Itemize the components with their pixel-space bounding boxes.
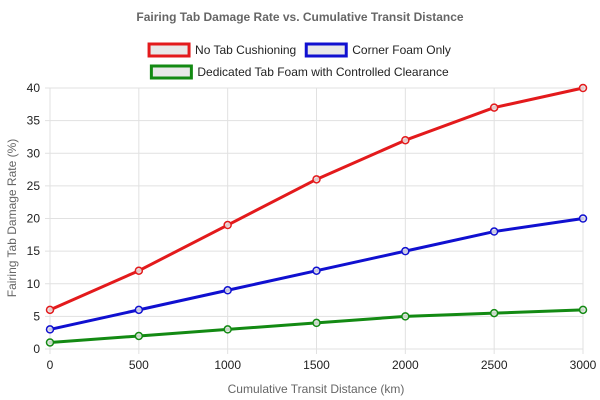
- data-point[interactable]: [45, 305, 55, 315]
- legend-swatch: [304, 42, 348, 58]
- y-tick-label: 25: [27, 179, 41, 193]
- y-axis-ticks: 0 5 10 15 20 25 30 35 40: [27, 81, 41, 356]
- data-point[interactable]: [223, 220, 232, 230]
- legend-swatch: [149, 64, 193, 80]
- data-point[interactable]: [45, 325, 55, 334]
- y-tick-label: 20: [27, 212, 41, 226]
- legend-label: Dedicated Tab Foam with Controlled Clear…: [197, 65, 449, 79]
- x-axis-ticks: 0 500 1000 1500 2000 2500 3000: [47, 358, 597, 372]
- data-point[interactable]: [401, 312, 410, 321]
- chart-title: Fairing Tab Damage Rate vs. Cumulative T…: [136, 10, 464, 24]
- y-tick-label: 35: [27, 114, 41, 128]
- data-point[interactable]: [45, 338, 55, 347]
- data-point[interactable]: [401, 135, 410, 145]
- x-tick-label: 500: [129, 358, 149, 372]
- data-point[interactable]: [223, 286, 232, 295]
- series-3: [45, 305, 588, 347]
- series-lines: [45, 83, 588, 347]
- x-axis-title: Cumulative Transit Distance (km): [228, 382, 405, 396]
- grid: [45, 87, 584, 354]
- legend-item[interactable]: No Tab Cushioning: [147, 42, 296, 58]
- data-point[interactable]: [134, 305, 144, 315]
- y-tick-label: 40: [27, 81, 41, 95]
- data-point[interactable]: [134, 266, 144, 275]
- data-point[interactable]: [312, 175, 321, 184]
- data-point[interactable]: [578, 305, 588, 315]
- y-tick-label: 30: [27, 146, 41, 160]
- y-tick-label: 5: [33, 309, 40, 323]
- data-point[interactable]: [578, 83, 588, 93]
- legend-swatch: [147, 42, 191, 58]
- data-point[interactable]: [312, 266, 321, 275]
- y-tick-label: 10: [27, 277, 41, 291]
- x-tick-label: 2500: [481, 358, 508, 372]
- legend-item[interactable]: Corner Foam Only: [304, 42, 451, 58]
- legend-item[interactable]: Dedicated Tab Foam with Controlled Clear…: [149, 64, 449, 80]
- legend-label: No Tab Cushioning: [195, 43, 296, 57]
- y-tick-label: 15: [27, 244, 41, 258]
- x-tick-label: 2000: [392, 358, 419, 372]
- x-tick-label: 1000: [214, 358, 241, 372]
- data-point[interactable]: [578, 214, 588, 223]
- data-point[interactable]: [401, 246, 410, 256]
- legend: No Tab Cushioning Corner Foam Only Dedicat…: [147, 42, 451, 80]
- y-tick-label: 0: [33, 342, 40, 356]
- x-tick-label: 1500: [303, 358, 330, 372]
- data-point[interactable]: [489, 308, 499, 318]
- data-point[interactable]: [489, 103, 499, 112]
- x-tick-label: 0: [47, 358, 54, 372]
- series-1: [45, 83, 588, 315]
- data-point[interactable]: [223, 325, 232, 334]
- data-point[interactable]: [312, 318, 321, 328]
- legend-label: Corner Foam Only: [352, 43, 451, 57]
- series-2: [45, 214, 588, 334]
- y-axis-title: Fairing Tab Damage Rate (%): [5, 139, 19, 298]
- x-tick-label: 3000: [570, 358, 597, 372]
- data-point[interactable]: [489, 227, 499, 236]
- data-point[interactable]: [134, 331, 144, 341]
